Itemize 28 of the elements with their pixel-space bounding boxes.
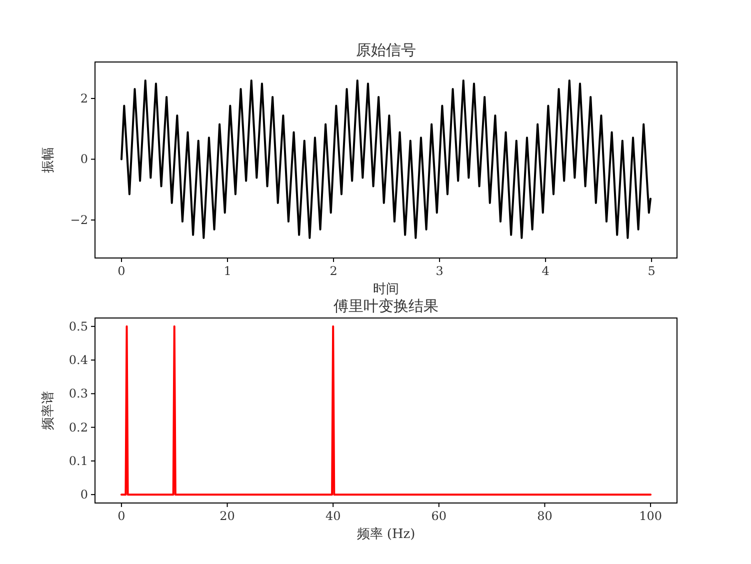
x-tick-label: 100 xyxy=(639,509,662,523)
x-tick-label: 80 xyxy=(537,509,552,523)
x-tick-label: 0 xyxy=(118,264,126,278)
line-series xyxy=(120,80,652,239)
y-tick-label: 2 xyxy=(80,91,88,106)
x-tick-label: 5 xyxy=(648,264,656,278)
y-tick-label: −2 xyxy=(70,213,88,228)
x-axis-title: 频率 (Hz) xyxy=(356,526,416,542)
x-tick-label: 40 xyxy=(325,509,341,523)
y-tick-label: 0.3 xyxy=(68,386,88,401)
y-axis-title: 振幅 xyxy=(41,147,56,173)
y-tick-label: 0 xyxy=(80,152,88,166)
x-axis-title: 时间 xyxy=(373,282,399,297)
x-tick-label: 60 xyxy=(431,509,447,523)
x-tick-label: 20 xyxy=(220,509,235,523)
y-tick-label: 0 xyxy=(80,488,88,502)
x-tick-label: 4 xyxy=(542,264,550,278)
chart-title: 原始信号 xyxy=(356,41,416,59)
x-tick-label: 2 xyxy=(330,264,338,278)
x-tick-label: 0 xyxy=(118,509,126,523)
chart-title: 傅里叶变换结果 xyxy=(334,297,438,315)
x-tick-label: 3 xyxy=(436,264,444,278)
y-tick-label: 0.5 xyxy=(68,319,88,334)
x-tick-label: 1 xyxy=(224,264,232,278)
y-tick-label: 0.4 xyxy=(68,353,88,368)
y-tick-label: 0.1 xyxy=(68,454,88,468)
y-tick-label: 0.2 xyxy=(68,420,88,434)
y-axis-title: 频率谱 xyxy=(40,391,56,430)
